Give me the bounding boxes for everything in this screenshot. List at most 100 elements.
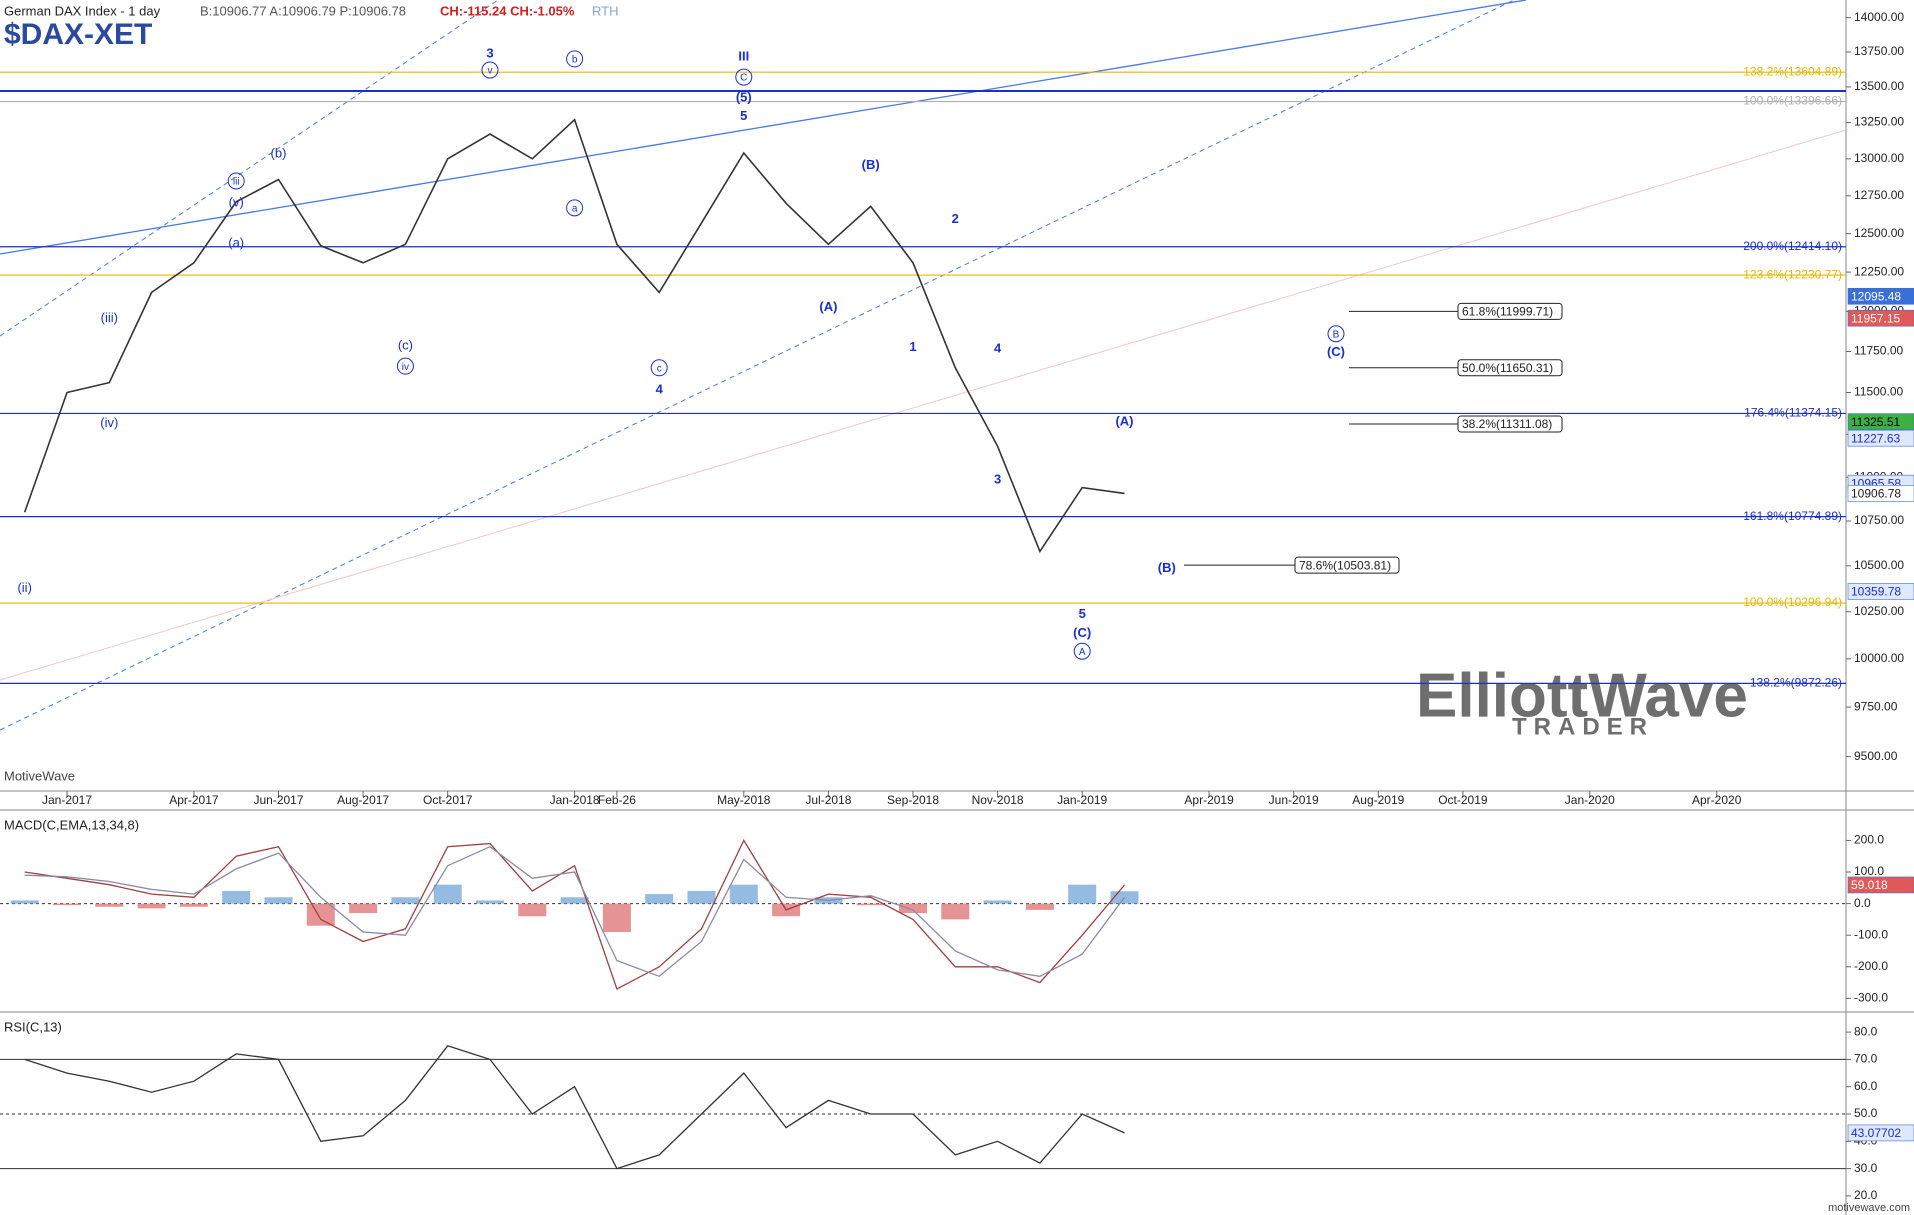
change: CH:-115.24 CH:-1.05% <box>440 3 575 18</box>
wave-label: 4 <box>994 341 1002 356</box>
fib-level-label: 100.0%(10296.94) <box>1743 595 1842 609</box>
y-tick-label: -100.0 <box>1854 927 1888 941</box>
wave-circle <box>396 357 414 375</box>
y-tick-label: 20.0 <box>1854 1188 1878 1202</box>
fib-box <box>1457 415 1563 433</box>
price-tag-label: 10906.78 <box>1851 487 1901 501</box>
indicator-line <box>24 839 1125 990</box>
y-tick-label: 12750.00 <box>1854 188 1904 202</box>
fib-box-label: 50.0%(11650.31) <box>1462 361 1553 375</box>
y-tick-label: 10000.00 <box>1854 651 1904 665</box>
fib-box-label: 61.8%(11999.71) <box>1462 305 1553 319</box>
wave-circle <box>566 199 584 217</box>
trendline <box>0 0 1527 255</box>
histogram-bar <box>687 890 716 904</box>
wave-circle <box>1327 325 1345 343</box>
x-tick-label: Sep-2018 <box>887 793 939 807</box>
histogram-bar <box>560 897 589 904</box>
y-tick-label: -200.0 <box>1854 959 1888 973</box>
chart-title: German DAX Index - 1 day <box>4 3 161 18</box>
y-tick-label: 10250.00 <box>1854 604 1904 618</box>
footer: motivewave.com <box>1828 1202 1910 1214</box>
x-tick-label: Nov-2018 <box>972 793 1024 807</box>
histogram-bar <box>179 903 208 907</box>
histogram-bar <box>729 884 758 904</box>
panel-title: MACD(C,EMA,13,34,8) <box>4 817 139 832</box>
trendline <box>0 0 1515 731</box>
fib-box-label: 38.2%(11311.08) <box>1462 417 1552 431</box>
histogram-bar <box>1025 903 1054 910</box>
x-tick-label: May-2018 <box>717 793 771 807</box>
wave-circle <box>481 61 499 79</box>
wave-label: 3 <box>486 45 493 60</box>
y-tick-label: 200.0 <box>1854 833 1884 847</box>
logo: ElliottWave TRADER <box>1416 661 1748 740</box>
histogram-bar <box>518 903 547 917</box>
x-tick-label: Jan-2019 <box>1057 793 1107 807</box>
histogram-bar <box>137 903 166 909</box>
wave-label: (B) <box>1158 560 1176 575</box>
price-tag <box>1847 287 1914 305</box>
y-tick-label: 13500.00 <box>1854 79 1904 93</box>
wave-label: C <box>740 73 747 84</box>
indicator-line <box>24 845 1126 978</box>
price-tag-label: 43.07702 <box>1851 1126 1901 1140</box>
price-tag <box>1847 583 1914 600</box>
price-tag-label: 11325.51 <box>1851 415 1900 429</box>
indicator-line <box>24 1045 1125 1170</box>
y-tick-label: 50.0 <box>1854 1106 1878 1120</box>
x-tick-label: Jun-2017 <box>253 793 303 807</box>
wave-label: 1 <box>909 339 916 354</box>
wave-label: (v) <box>229 194 244 209</box>
x-tick-label: Apr-2017 <box>169 793 219 807</box>
y-tick-label: 13750.00 <box>1854 44 1904 58</box>
wave-label: (iii) <box>101 310 118 325</box>
fib-box-label: 78.6%(10503.81) <box>1299 558 1391 572</box>
wave-label: B <box>1333 329 1340 340</box>
histogram-bar <box>476 900 504 904</box>
histogram-bar <box>645 894 674 904</box>
wave-label: III <box>738 49 749 64</box>
wave-label: 5 <box>740 108 747 123</box>
wave-label: v <box>488 66 493 77</box>
y-tick-label: 10500.00 <box>1854 558 1904 572</box>
fib-level-label: 176.4%(11374.15) <box>1744 406 1842 420</box>
session: RTH <box>592 3 618 18</box>
wave-label: (B) <box>862 157 880 172</box>
wave-circle <box>650 359 668 377</box>
wave-label: b <box>572 55 578 66</box>
x-tick-label: Jan-2020 <box>1565 793 1615 807</box>
histogram-bar <box>433 884 462 904</box>
histogram-bar <box>941 903 970 920</box>
fib-box <box>1457 359 1563 377</box>
y-tick-label: 9500.00 <box>1854 749 1898 763</box>
price-tag <box>1847 413 1914 430</box>
histogram-bar <box>856 903 885 906</box>
y-tick-label: 0.0 <box>1854 896 1871 910</box>
fib-level-label: 138.2%(13604.89) <box>1743 64 1842 78</box>
price-tag <box>1847 876 1914 894</box>
fib-level-label: 161.8%(10774.89) <box>1743 509 1842 523</box>
wave-circle <box>735 68 753 86</box>
price-tag <box>1847 485 1914 502</box>
logo-sub: TRADER <box>1512 713 1654 740</box>
histogram-bar <box>1068 884 1097 904</box>
fib-level-label: 138.2%(9872.26) <box>1750 676 1842 690</box>
histogram-bar <box>899 903 927 914</box>
wave-label: (C) <box>1327 344 1345 359</box>
wave-label: 2 <box>952 211 959 226</box>
wave-label: a <box>572 203 578 214</box>
histogram-bar <box>349 903 378 914</box>
logo-main: ElliottWave <box>1416 661 1748 730</box>
fib-level-label: 100.0%(13396.66) <box>1743 94 1842 108</box>
wave-label: iii <box>233 177 240 188</box>
wave-circle <box>1073 642 1091 660</box>
wave-label: (5) <box>736 89 752 104</box>
y-tick-label: 30.0 <box>1854 1161 1878 1175</box>
x-tick-label: Feb-26 <box>598 793 636 807</box>
wave-label: (a) <box>228 235 244 250</box>
histogram-bar <box>602 903 631 933</box>
brand: MotiveWave <box>4 768 75 783</box>
panel-title: RSI(C,13) <box>4 1019 62 1034</box>
